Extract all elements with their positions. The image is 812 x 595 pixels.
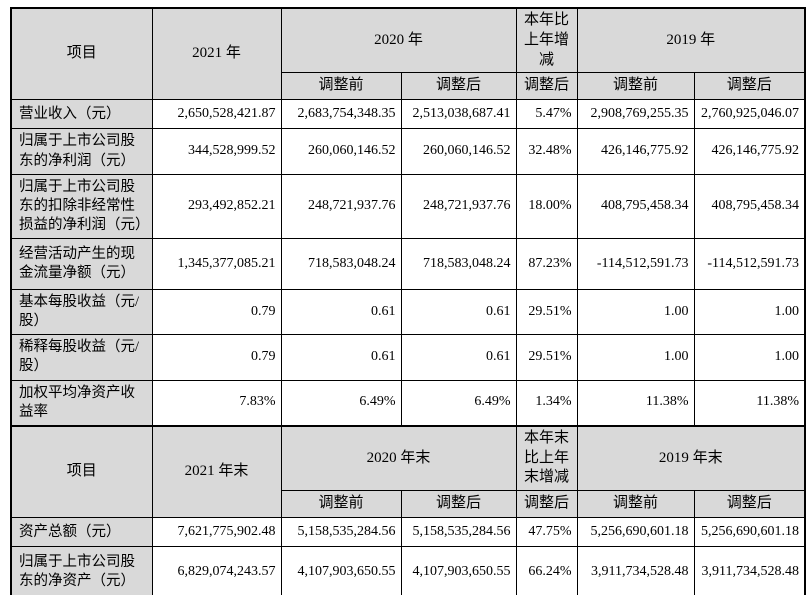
cell-change: 47.75%: [515, 517, 578, 548]
key-financials-table: 项目 2021 年 2020 年 本年比上年增减 2019 年 调整前 调整后 …: [10, 7, 807, 595]
cell-2020-pre: 0.61: [280, 289, 402, 336]
cell-2021: 2,650,528,421.87: [151, 99, 282, 130]
col-header-2019: 2019 年: [576, 7, 806, 74]
table-row-operating-cash-flow: 经营活动产生的现金流量净额（元） 1,345,377,085.21 718,58…: [10, 238, 806, 291]
cell-2021: 7,621,775,902.48: [151, 517, 282, 548]
cell-2019-pre: 1.00: [576, 334, 695, 381]
cell-2021: 0.79: [151, 334, 282, 381]
col-header-2021: 2021 年: [151, 7, 282, 101]
subheader-2019-pre: 调整前: [576, 72, 695, 101]
cell-2020-pre: 0.61: [280, 334, 402, 381]
year-end-header-row: 项目 2021 年末 2020 年末 本年末比上年末增减 2019 年末: [10, 424, 806, 519]
cell-change: 5.47%: [515, 99, 578, 130]
table-row-net-profit: 归属于上市公司股东的净利润（元） 344,528,999.52 260,060,…: [10, 128, 806, 175]
cell-2019-post: 3,911,734,528.48: [693, 546, 806, 595]
cell-2020-pre: 248,721,937.76: [280, 173, 402, 240]
cell-2020-post: 4,107,903,650.55: [400, 546, 517, 595]
cell-2019-post: 11.38%: [693, 379, 806, 427]
cell-2019-pre: 3,911,734,528.48: [576, 546, 695, 595]
cell-2020-pre: 6.49%: [280, 379, 402, 427]
subheader-2020-post: 调整后: [400, 490, 517, 519]
cell-change: 32.48%: [515, 128, 578, 175]
cell-2019-pre: 1.00: [576, 289, 695, 336]
col-header-2020: 2020 年: [280, 7, 517, 74]
cell-change: 29.51%: [515, 289, 578, 336]
cell-2019-pre: -114,512,591.73: [576, 238, 695, 291]
subheader-change-post: 调整后: [515, 490, 578, 519]
row-label: 经营活动产生的现金流量净额（元）: [10, 238, 153, 291]
cell-change: 18.00%: [515, 173, 578, 240]
table-row-total-assets: 资产总额（元） 7,621,775,902.48 5,158,535,284.5…: [10, 517, 806, 548]
cell-change: 1.34%: [515, 379, 578, 427]
row-label: 营业收入（元）: [10, 99, 153, 130]
table-row-weighted-avg-roe: 加权平均净资产收益率 7.83% 6.49% 6.49% 1.34% 11.38…: [10, 379, 806, 427]
cell-2019-pre: 5,256,690,601.18: [576, 517, 695, 548]
cell-2020-post: 260,060,146.52: [400, 128, 517, 175]
year-end-subheader-row: 调整前 调整后 调整后 调整前 调整后: [11, 490, 806, 519]
row-label: 归属于上市公司股东的净利润（元）: [10, 128, 153, 175]
col-header-2021-end: 2021 年末: [151, 424, 282, 519]
cell-2019-post: -114,512,591.73: [693, 238, 806, 291]
cell-2020-pre: 5,158,535,284.56: [280, 517, 402, 548]
cell-2021: 293,492,852.21: [151, 173, 282, 240]
subheader-2019-post: 调整后: [693, 72, 806, 101]
row-label: 基本每股收益（元/股）: [10, 289, 153, 336]
col-header-item: 项目: [10, 7, 153, 101]
col-header-change-end: 本年末比上年末增减: [515, 424, 578, 492]
subheader-2020-post: 调整后: [400, 72, 517, 101]
cell-2020-post: 718,583,048.24: [400, 238, 517, 291]
cell-2019-pre: 426,146,775.92: [576, 128, 695, 175]
cell-2019-post: 408,795,458.34: [693, 173, 806, 240]
cell-change: 29.51%: [515, 334, 578, 381]
subheader-2020-pre: 调整前: [280, 72, 402, 101]
subheader-2019-post: 调整后: [693, 490, 806, 519]
table-row-revenue: 营业收入（元） 2,650,528,421.87 2,683,754,348.3…: [10, 99, 806, 130]
table-row-basic-eps: 基本每股收益（元/股） 0.79 0.61 0.61 29.51% 1.00 1…: [10, 289, 806, 336]
cell-2020-pre: 4,107,903,650.55: [280, 546, 402, 595]
cell-2020-pre: 2,683,754,348.35: [280, 99, 402, 130]
cell-2019-post: 1.00: [693, 289, 806, 336]
cell-2021: 0.79: [151, 289, 282, 336]
table-row-diluted-eps: 稀释每股收益（元/股） 0.79 0.61 0.61 29.51% 1.00 1…: [10, 334, 806, 381]
row-label: 归属于上市公司股东的净资产（元）: [10, 546, 153, 595]
col-header-change: 本年比上年增减: [515, 7, 578, 74]
cell-2020-post: 0.61: [400, 334, 517, 381]
cell-2020-post: 2,513,038,687.41: [400, 99, 517, 130]
cell-2019-post: 2,760,925,046.07: [693, 99, 806, 130]
cell-2021: 1,345,377,085.21: [151, 238, 282, 291]
annual-subheader-row: 调整前 调整后 调整后 调整前 调整后: [11, 72, 806, 101]
cell-2019-pre: 408,795,458.34: [576, 173, 695, 240]
row-label: 归属于上市公司股东的扣除非经常性损益的净利润（元）: [10, 173, 153, 240]
table-row-net-assets: 归属于上市公司股东的净资产（元） 6,829,074,243.57 4,107,…: [10, 546, 806, 595]
cell-2021: 344,528,999.52: [151, 128, 282, 175]
row-label: 资产总额（元）: [10, 517, 153, 548]
row-label: 加权平均净资产收益率: [10, 379, 153, 427]
col-header-item: 项目: [10, 424, 153, 519]
row-label: 稀释每股收益（元/股）: [10, 334, 153, 381]
cell-2019-post: 1.00: [693, 334, 806, 381]
cell-2021: 6,829,074,243.57: [151, 546, 282, 595]
cell-2019-pre: 11.38%: [576, 379, 695, 427]
cell-2020-pre: 718,583,048.24: [280, 238, 402, 291]
cell-2019-pre: 2,908,769,255.35: [576, 99, 695, 130]
subheader-2020-pre: 调整前: [280, 490, 402, 519]
cell-2019-post: 5,256,690,601.18: [693, 517, 806, 548]
annual-header-row: 项目 2021 年 2020 年 本年比上年增减 2019 年: [10, 7, 806, 101]
cell-2019-post: 426,146,775.92: [693, 128, 806, 175]
cell-2020-post: 0.61: [400, 289, 517, 336]
cell-2020-post: 248,721,937.76: [400, 173, 517, 240]
table-row-net-profit-deducted: 归属于上市公司股东的扣除非经常性损益的净利润（元） 293,492,852.21…: [10, 173, 806, 240]
subheader-change-post: 调整后: [515, 72, 578, 101]
cell-change: 66.24%: [515, 546, 578, 595]
col-header-2019-end: 2019 年末: [576, 424, 806, 492]
cell-2020-pre: 260,060,146.52: [280, 128, 402, 175]
col-header-2020-end: 2020 年末: [280, 424, 517, 492]
subheader-2019-pre: 调整前: [576, 490, 695, 519]
cell-2020-post: 5,158,535,284.56: [400, 517, 517, 548]
cell-change: 87.23%: [515, 238, 578, 291]
cell-2020-post: 6.49%: [400, 379, 517, 427]
cell-2021: 7.83%: [151, 379, 282, 427]
